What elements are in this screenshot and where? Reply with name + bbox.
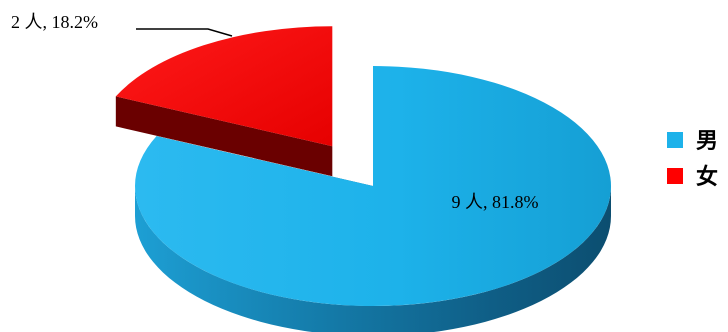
legend-swatch-1 [667, 168, 683, 184]
pie-slice-1 [115, 26, 333, 177]
data-labels: 9 人, 81.8% 2 人, 18.2% [11, 12, 539, 212]
data-label-1: 2 人, 18.2% [11, 12, 98, 32]
leader-line-1 [136, 28, 233, 37]
legend-label-0: 男 [696, 128, 718, 154]
pie-slices [115, 26, 612, 332]
pie-slice-1-face-start [115, 96, 333, 177]
pie-slice-0 [135, 66, 612, 332]
legend: 男女 [667, 128, 718, 190]
pie-slice-0-side [135, 186, 611, 332]
data-label-0: 9 人, 81.8% [452, 192, 539, 212]
pie-slice-0-top [135, 66, 612, 306]
legend-label-1: 女 [696, 164, 718, 190]
legend-swatch-0 [667, 132, 683, 148]
pie-slice-1-top [115, 26, 333, 147]
